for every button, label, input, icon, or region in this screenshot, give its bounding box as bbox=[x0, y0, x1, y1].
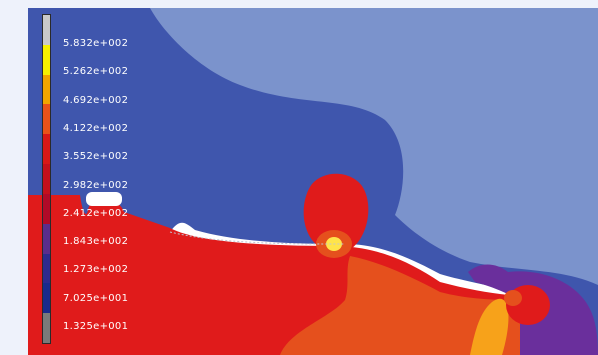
right-plume-core bbox=[504, 290, 522, 306]
rising-plume bbox=[303, 173, 369, 248]
warm-liquid-region bbox=[280, 256, 520, 355]
bright-streak bbox=[470, 298, 509, 355]
pool-notch bbox=[86, 192, 122, 206]
